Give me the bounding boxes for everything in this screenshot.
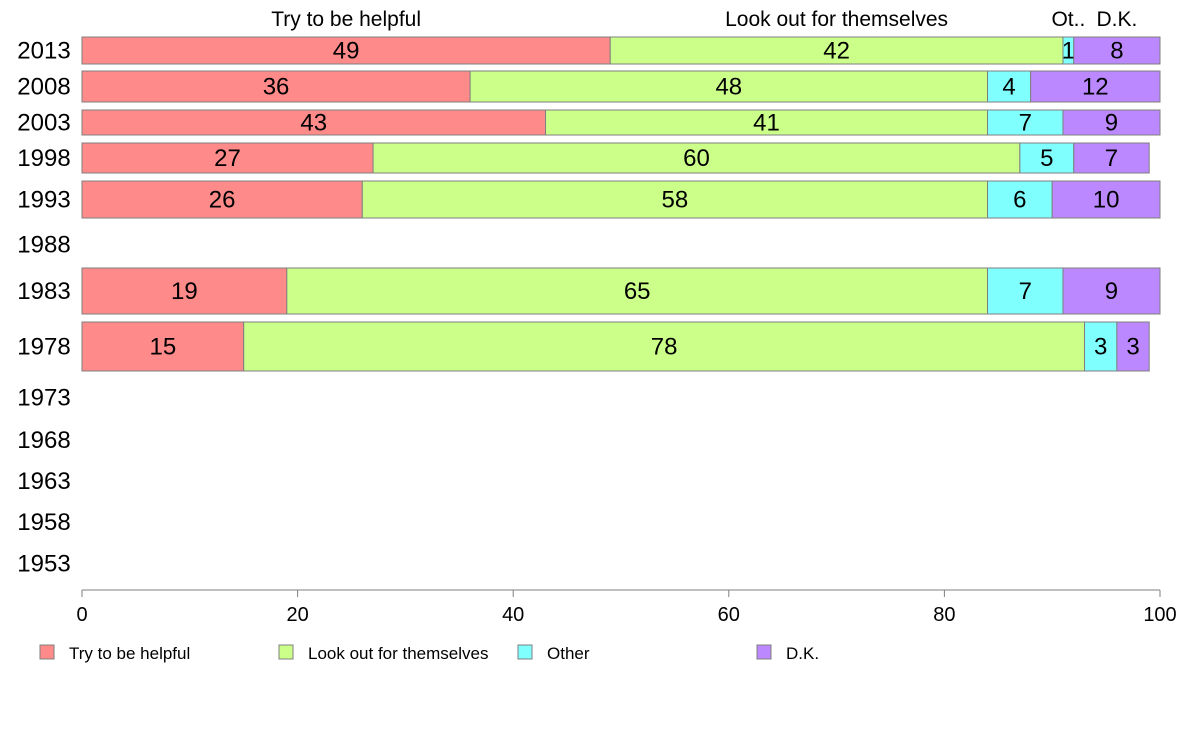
year-label: 1953 [17, 551, 70, 578]
bar-segment [1073, 36, 1161, 65]
data-label: 65 [624, 278, 651, 305]
legend-swatch [517, 644, 533, 660]
bar-segment [1030, 70, 1161, 103]
year-label: 1998 [17, 145, 70, 172]
legend-swatch [39, 644, 55, 660]
x-tick-label: 20 [286, 604, 308, 626]
year-label: 1978 [17, 334, 70, 361]
data-label: 5 [1040, 145, 1053, 172]
bar-segment [1062, 109, 1161, 136]
x-tick-label: 60 [718, 604, 740, 626]
year-label: 1958 [17, 509, 70, 536]
data-label: 27 [214, 145, 241, 172]
bar-segment [987, 70, 1032, 103]
data-label: 7 [1105, 145, 1118, 172]
bar-segment [1073, 142, 1150, 174]
data-label: 19 [171, 278, 198, 305]
bar-segment [372, 142, 1021, 174]
data-label: 43 [300, 110, 327, 137]
bar-segment [987, 267, 1064, 315]
year-label: 1968 [17, 427, 70, 454]
legend-label: D.K. [786, 644, 819, 663]
data-label: 48 [715, 74, 742, 101]
bar-segment [1116, 321, 1150, 372]
legend-label: Try to be helpful [69, 644, 190, 663]
bar-segment [987, 109, 1064, 136]
data-label: 6 [1013, 187, 1026, 214]
column-header: D.K. [1096, 8, 1137, 31]
bar-segment [1019, 142, 1075, 174]
data-label: 8 [1110, 38, 1123, 65]
bar-segment [81, 142, 374, 174]
year-label: 1963 [17, 468, 70, 495]
data-label: 49 [333, 38, 360, 65]
bar-segment [81, 109, 547, 136]
data-label: 58 [662, 187, 689, 214]
bar-segment [243, 321, 1086, 372]
data-label: 12 [1082, 74, 1109, 101]
year-label: 1983 [17, 278, 70, 305]
data-label: 7 [1019, 110, 1032, 137]
x-tick-label: 0 [76, 604, 87, 626]
year-label: 2008 [17, 74, 70, 101]
data-label: 3 [1094, 334, 1107, 361]
bar-segment [81, 36, 611, 65]
data-label: 3 [1126, 334, 1139, 361]
bar-segment [545, 109, 989, 136]
column-header: Ot.. [1051, 8, 1085, 31]
bar-segment [987, 180, 1053, 219]
year-label: 1988 [17, 232, 70, 259]
data-label: 41 [753, 110, 780, 137]
year-label: 1973 [17, 385, 70, 412]
bar-segment [469, 70, 989, 103]
year-label: 2003 [17, 110, 70, 137]
data-label: 36 [263, 74, 290, 101]
bar-segment [1051, 180, 1161, 219]
x-tick-label: 40 [502, 604, 524, 626]
data-label: 10 [1093, 187, 1120, 214]
data-label: 9 [1105, 110, 1118, 137]
legend-label: Look out for themselves [308, 644, 488, 663]
data-label: 15 [149, 334, 176, 361]
year-label: 1993 [17, 187, 70, 214]
year-label: 2013 [17, 38, 70, 65]
legend-swatch [278, 644, 294, 660]
bar-segment [81, 321, 245, 372]
bar-segment [1062, 267, 1161, 315]
column-header: Look out for themselves [725, 8, 948, 31]
data-label: 9 [1105, 278, 1118, 305]
x-tick-label: 80 [933, 604, 955, 626]
data-label: 26 [209, 187, 236, 214]
column-header: Try to be helpful [271, 8, 421, 31]
legend-label: Other [547, 644, 590, 663]
data-label: 42 [823, 38, 850, 65]
data-label: 78 [651, 334, 678, 361]
bar-segment [609, 36, 1064, 65]
data-label: 60 [683, 145, 710, 172]
data-label: 4 [1002, 74, 1015, 101]
x-tick-label: 100 [1143, 604, 1176, 626]
legend-swatch [756, 644, 772, 660]
data-label: 7 [1019, 278, 1032, 305]
data-label: 1 [1062, 38, 1075, 65]
